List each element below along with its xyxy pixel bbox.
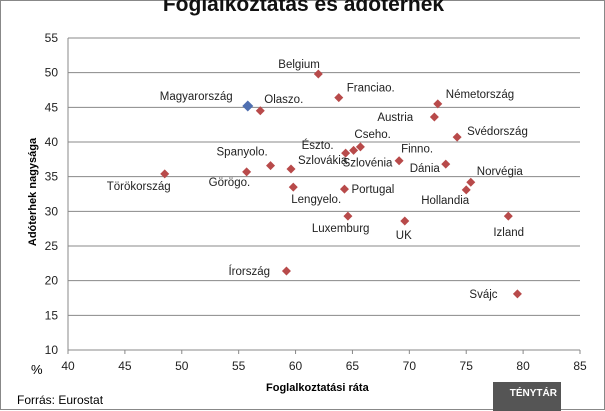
- data-label: UK: [396, 230, 412, 242]
- data-label: Finno.: [401, 144, 433, 156]
- y-tick-label: 45: [45, 100, 59, 114]
- data-point: [242, 167, 252, 177]
- data-point: [461, 185, 471, 195]
- data-point: [255, 106, 265, 116]
- x-tick-label: 80: [516, 359, 530, 373]
- y-tick-label: 35: [45, 170, 59, 184]
- data-point: [341, 148, 351, 158]
- data-label: Portugal: [351, 184, 394, 196]
- y-tick-label: 10: [45, 343, 59, 357]
- x-tick-label: 60: [289, 359, 303, 373]
- data-point: [288, 182, 298, 192]
- data-point: [433, 99, 443, 109]
- x-tick-label: 45: [118, 359, 132, 373]
- data-label: Olaszo.: [264, 94, 303, 106]
- chart-title: Foglalkoztatás és adóterhek: [162, 0, 445, 16]
- data-point: [242, 100, 254, 112]
- data-label: Írország: [228, 265, 270, 278]
- x-tick-label: 40: [61, 359, 75, 373]
- y-axis-label: Adóterhek nagysága: [27, 137, 39, 247]
- data-label: Luxemburg: [312, 223, 370, 235]
- data-label: Franciao.: [347, 83, 395, 95]
- data-point: [429, 112, 439, 122]
- data-point: [452, 132, 462, 142]
- data-label: Szlovénia: [343, 157, 393, 169]
- data-point: [281, 266, 291, 276]
- data-point: [355, 142, 365, 152]
- data-label: Lengyelo.: [291, 194, 341, 206]
- data-label: Magyarország: [160, 91, 233, 103]
- data-label: Hollandia: [421, 195, 470, 207]
- data-point: [286, 164, 296, 174]
- data-label: Törökország: [107, 181, 171, 193]
- data-point: [400, 216, 410, 226]
- data-point: [339, 184, 349, 194]
- data-label: Szlovákia: [298, 155, 348, 167]
- data-point: [343, 211, 353, 221]
- x-tick-label: 85: [573, 359, 587, 373]
- data-point: [160, 169, 170, 179]
- data-point: [349, 145, 359, 155]
- x-tick-label: 75: [460, 359, 474, 373]
- y-tick-label: 20: [45, 274, 59, 288]
- data-label: Svédország: [467, 126, 528, 138]
- y-tick-label: 25: [45, 239, 59, 253]
- y-tick-label: 40: [45, 135, 59, 149]
- data-point: [466, 177, 476, 187]
- data-label: Cseho.: [354, 129, 390, 141]
- x-axis-label: Foglalkoztatási ráta: [266, 382, 369, 394]
- unit-label: %: [31, 362, 43, 377]
- y-tick-label: 30: [45, 204, 59, 218]
- data-point: [512, 289, 522, 299]
- x-tick-label: 65: [346, 359, 360, 373]
- data-point: [394, 156, 404, 166]
- data-label: Svájc: [469, 289, 497, 301]
- data-label: Görögo.: [209, 177, 251, 189]
- data-label: Dánia: [410, 163, 441, 175]
- x-tick-label: 70: [403, 359, 417, 373]
- x-tick-label: 55: [232, 359, 246, 373]
- data-point: [334, 93, 344, 103]
- data-label: Észto.: [302, 139, 334, 152]
- data-label: Norvégia: [477, 166, 524, 178]
- data-label: Németország: [446, 89, 514, 101]
- data-label: Austria: [377, 112, 413, 124]
- data-point: [441, 159, 451, 169]
- x-tick-label: 50: [175, 359, 189, 373]
- data-label: Belgium: [278, 59, 320, 71]
- data-label: Spanyolo.: [217, 147, 268, 159]
- y-tick-label: 15: [45, 308, 59, 322]
- data-point: [313, 69, 323, 79]
- tenytar-logo: TÉNYTÁR: [493, 382, 561, 411]
- data-point: [503, 211, 513, 221]
- data-label: Izland: [493, 227, 524, 239]
- data-point: [266, 161, 276, 171]
- y-tick-label: 55: [45, 31, 59, 45]
- source-note: Forrás: Eurostat: [17, 393, 104, 407]
- y-tick-label: 50: [45, 66, 59, 80]
